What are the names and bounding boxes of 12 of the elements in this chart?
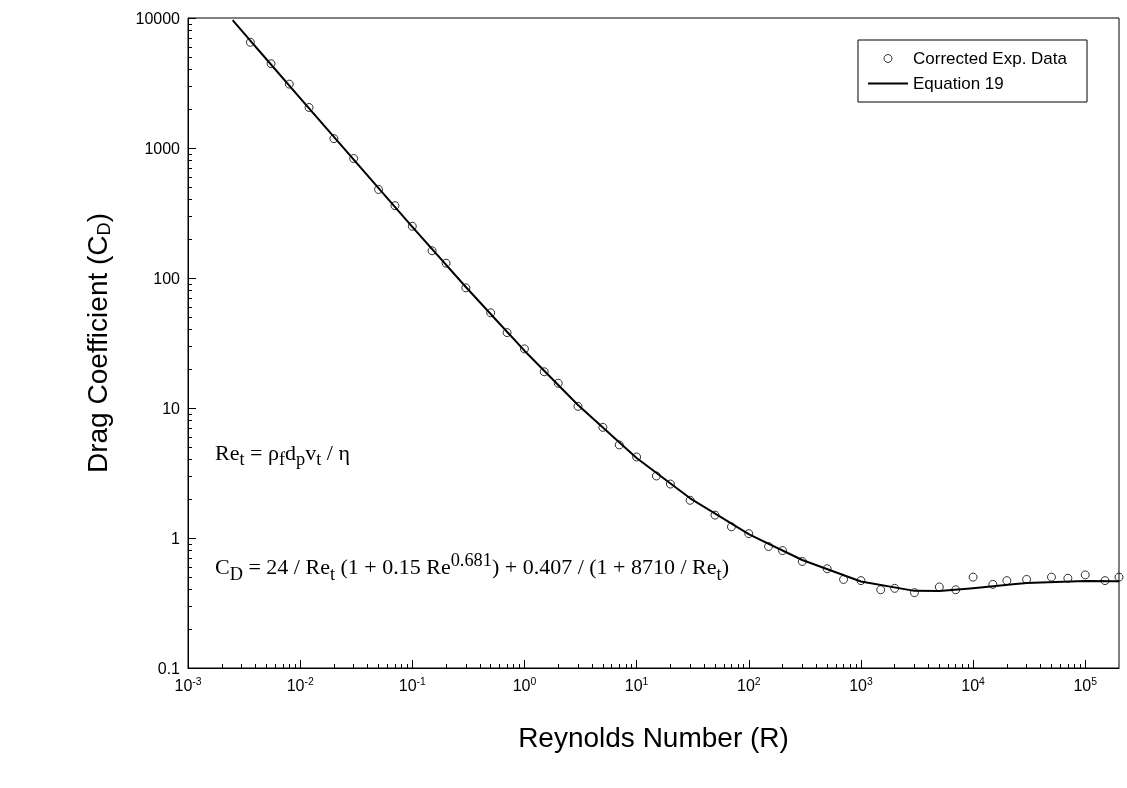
text: Re$_{t}$ = ρ$_{f}$d$_{p}$v$_{t}$ / η bbox=[215, 440, 350, 470]
legend-label: Equation 19 bbox=[912, 74, 1004, 93]
x-axis-title: Reynolds Number (R) bbox=[518, 721, 789, 753]
y-tick-label: 0.1 bbox=[157, 659, 181, 677]
text: C$_{D}$ = 24 / Re$_{t}$ (1 + 0.15 Re$^{0.681}$) + 0.407 / (1 + 8710 / Re$_{t}$) bbox=[215, 550, 729, 584]
y-tick-label: 10 bbox=[162, 399, 181, 417]
y-tick-label: 1000 bbox=[144, 139, 181, 157]
legend-label: Corrected Exp. Data bbox=[912, 49, 1068, 68]
y-tick-label: 10000 bbox=[135, 9, 181, 27]
y-axis-title: Drag Coefficient (CD) bbox=[81, 212, 114, 474]
y-tick-label: 1 bbox=[171, 529, 181, 547]
y-tick-label: 100 bbox=[153, 269, 181, 287]
